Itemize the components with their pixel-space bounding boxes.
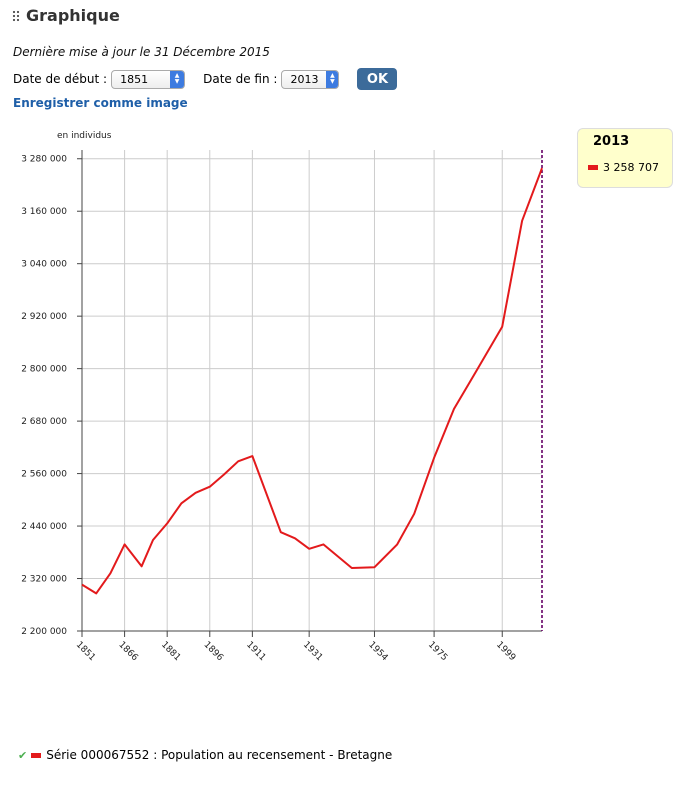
- series-line[interactable]: [81, 167, 543, 595]
- y-tick-label: 2 920 000: [21, 312, 67, 322]
- x-tick-label: 1866: [116, 640, 139, 663]
- x-tick-label: 1931: [301, 640, 324, 663]
- line-chart[interactable]: 2 200 000 2 320 000 2 440 000 2 560 000 2 68…: [0, 120, 697, 680]
- end-date-label: Date de fin :: [203, 72, 278, 86]
- save-as-image-link[interactable]: Enregistrer comme image: [13, 96, 188, 110]
- x-tick-label: 1975: [426, 640, 449, 663]
- y-tick-label: 2 800 000: [21, 365, 67, 375]
- y-tick-label: 2 320 000: [21, 575, 67, 585]
- y-tick-label: 2 200 000: [21, 627, 67, 637]
- panel-header: Graphique: [12, 6, 120, 25]
- start-date-label: Date de début :: [13, 72, 108, 86]
- y-tick-label: 3 040 000: [21, 260, 67, 270]
- x-tick-label: 1999: [494, 640, 517, 663]
- y-tick-label: 2 680 000: [21, 417, 67, 427]
- legend-label: Série 000067552 : Population au recensem…: [46, 748, 393, 762]
- y-axis-label: en individus: [57, 131, 112, 141]
- tooltip-year: 2013: [593, 134, 630, 149]
- y-tick-label: 2 560 000: [21, 470, 67, 480]
- checkmark-icon[interactable]: ✔: [18, 748, 28, 762]
- y-tick-label: 2 440 000: [21, 522, 67, 532]
- tooltip-value: 3 258 707: [603, 161, 659, 174]
- end-date-select[interactable]: 2013 ▲ ▼: [281, 69, 340, 89]
- y-tick-label: 3 280 000: [21, 155, 67, 165]
- y-tick-label: 3 160 000: [21, 207, 67, 217]
- x-tick-label: 1881: [159, 640, 182, 663]
- x-tick-label: 1896: [202, 640, 225, 663]
- tooltip-row: 3 258 707: [588, 161, 659, 174]
- last-update-text: Dernière mise à jour le 31 Décembre 2015: [13, 45, 270, 59]
- date-controls: Date de début : 1851 ▲ ▼ Date de fin : 20…: [13, 68, 398, 90]
- end-date-value: 2013: [290, 72, 319, 86]
- chart-legend[interactable]: ✔ Série 000067552 : Population au recens…: [18, 748, 392, 762]
- select-arrows-icon: ▲ ▼: [170, 70, 185, 88]
- ok-button[interactable]: OK: [357, 68, 398, 90]
- start-date-value: 1851: [120, 72, 149, 86]
- x-tick-label: 1851: [74, 640, 97, 663]
- panel-title: Graphique: [26, 6, 120, 25]
- drag-handle-icon[interactable]: [12, 9, 20, 22]
- value-tooltip: 2013 3 258 707: [577, 128, 673, 188]
- select-arrows-icon: ▲ ▼: [326, 70, 339, 88]
- x-tick-label: 1954: [366, 640, 389, 663]
- x-tick-label: 1911: [244, 640, 267, 663]
- series-swatch-icon: [588, 165, 598, 170]
- series-swatch-icon: [31, 752, 42, 758]
- start-date-select[interactable]: 1851 ▲ ▼: [111, 69, 186, 89]
